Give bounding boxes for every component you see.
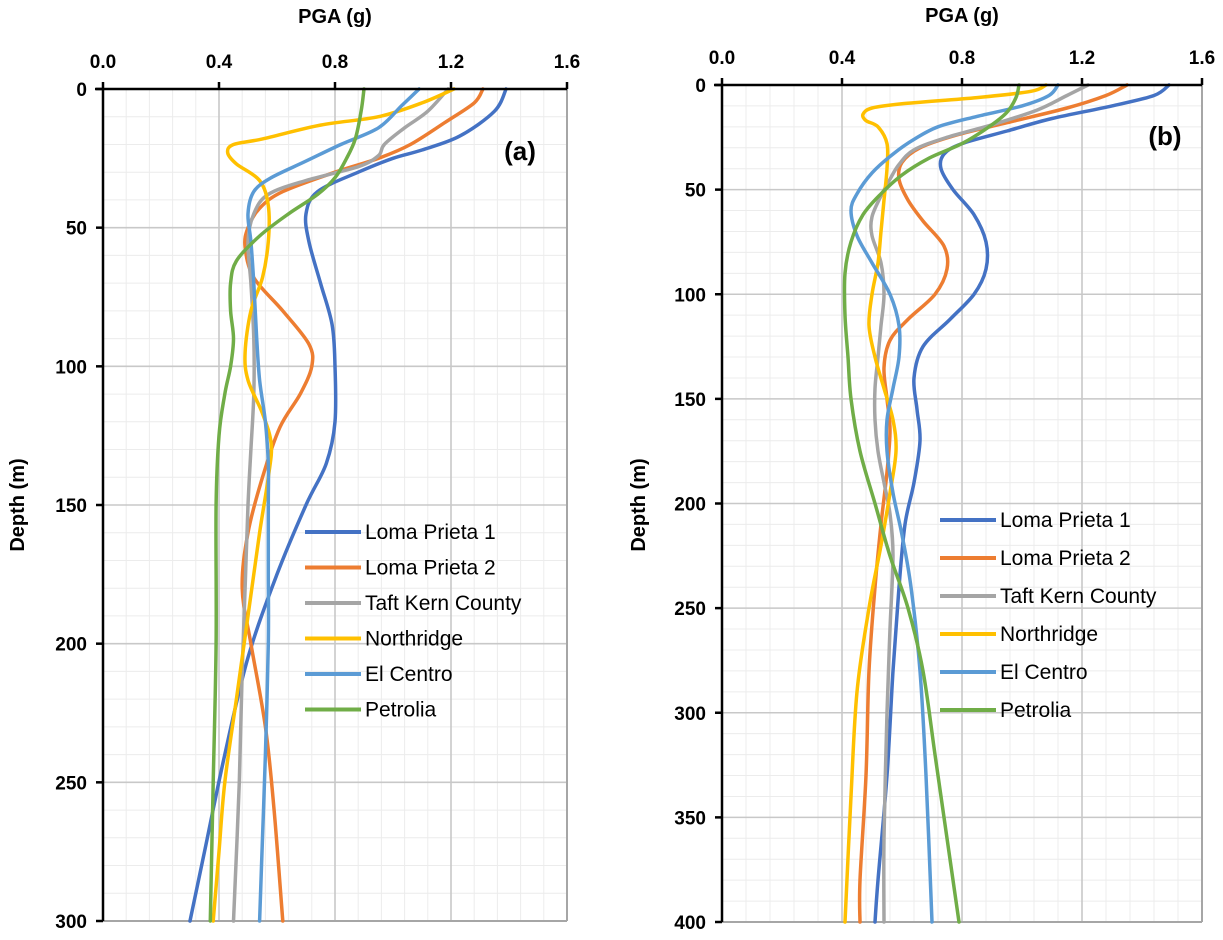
y-tick-label: 250 bbox=[674, 599, 706, 620]
legend-label: Loma Prieta 2 bbox=[1000, 547, 1131, 570]
series-group bbox=[842, 83, 1171, 924]
grid bbox=[103, 89, 568, 922]
x-tick-label: 0.0 bbox=[709, 48, 735, 69]
series-line-el-centro bbox=[849, 83, 1060, 924]
legend-item: Northridge bbox=[940, 623, 1098, 646]
x-tick-label: 1.2 bbox=[438, 52, 464, 73]
y-tick-label: 300 bbox=[674, 704, 706, 725]
x-tick-label: 0.4 bbox=[829, 48, 856, 69]
legend-label: Loma Prieta 2 bbox=[365, 557, 496, 580]
y-tick-label: 100 bbox=[674, 285, 706, 306]
legend-label: Taft Kern County bbox=[1000, 585, 1157, 608]
legend-label: Petrolia bbox=[365, 699, 437, 722]
series-line-loma-prieta-1 bbox=[188, 87, 508, 923]
legend-item: Taft Kern County bbox=[305, 592, 522, 615]
legend-label: Loma Prieta 1 bbox=[365, 521, 496, 544]
legend-label: El Centro bbox=[1000, 661, 1088, 684]
x-axis-title: PGA (g) bbox=[925, 5, 999, 27]
legend-label: Northridge bbox=[1000, 623, 1098, 646]
x-tick-label: 1.6 bbox=[554, 52, 580, 73]
legend-label: Northridge bbox=[365, 628, 463, 651]
y-tick-label: 400 bbox=[674, 913, 706, 934]
series-line-northridge bbox=[843, 83, 1048, 924]
y-tick-label: 250 bbox=[55, 773, 87, 794]
legend-item: Loma Prieta 1 bbox=[940, 509, 1131, 532]
y-tick-label: 0 bbox=[76, 80, 87, 101]
series-line-petrolia bbox=[208, 87, 366, 923]
y-tick-label: 150 bbox=[674, 390, 706, 411]
chart-panel-a: PGA (g) Depth (m) (a) 0.0 0.4 0.8 1.2 1.6 0 50… bbox=[7, 6, 580, 933]
legend-item: Petrolia bbox=[940, 699, 1072, 722]
axes: 0.0 0.4 0.8 1.2 1.6 0 50 100 150 200 250 300 350 400 bbox=[674, 48, 1215, 934]
grid bbox=[722, 85, 1203, 923]
legend-label: Taft Kern County bbox=[365, 592, 522, 615]
legend-item: Loma Prieta 1 bbox=[305, 521, 496, 544]
x-tick-label: 0.8 bbox=[322, 52, 348, 73]
y-tick-label: 0 bbox=[695, 76, 706, 97]
legend-item: Loma Prieta 2 bbox=[940, 547, 1131, 570]
y-axis-title: Depth (m) bbox=[7, 458, 29, 551]
y-tick-label: 200 bbox=[55, 635, 87, 656]
series-line-loma-prieta-1 bbox=[873, 83, 1171, 924]
y-tick-label: 150 bbox=[55, 496, 87, 517]
legend-item: Loma Prieta 2 bbox=[305, 557, 496, 580]
series-line-loma-prieta-2 bbox=[240, 87, 485, 923]
y-tick-label: 350 bbox=[674, 808, 706, 829]
chart-panel-b: PGA (g) Depth (m) (b) 0.0 0.4 0.8 1.2 1.6 0 50… bbox=[628, 5, 1215, 934]
series-line-el-centro bbox=[246, 87, 421, 923]
series-line-petrolia bbox=[842, 83, 1021, 924]
x-tick-label: 0.8 bbox=[949, 48, 975, 69]
x-tick-label: 0.0 bbox=[90, 52, 116, 73]
x-tick-label: 0.4 bbox=[206, 52, 233, 73]
legend: Loma Prieta 1 Loma Prieta 2 Taft Kern Coun… bbox=[305, 521, 522, 722]
x-tick-label: 1.6 bbox=[1189, 48, 1215, 69]
panel-label: (b) bbox=[1148, 121, 1181, 151]
legend-label: Loma Prieta 1 bbox=[1000, 509, 1131, 532]
legend-item: El Centro bbox=[305, 663, 453, 686]
legend-label: El Centro bbox=[365, 663, 453, 686]
series-group bbox=[188, 87, 508, 923]
axes: 0.0 0.4 0.8 1.2 1.6 0 50 100 150 200 250 300 bbox=[55, 52, 580, 933]
y-tick-label: 50 bbox=[66, 219, 87, 240]
legend-label: Petrolia bbox=[1000, 699, 1072, 722]
y-tick-label: 50 bbox=[685, 181, 706, 202]
legend-item: Petrolia bbox=[305, 699, 437, 722]
x-axis-title: PGA (g) bbox=[298, 6, 372, 28]
panel-label: (a) bbox=[504, 136, 536, 166]
x-tick-label: 1.2 bbox=[1069, 48, 1095, 69]
y-axis-title: Depth (m) bbox=[628, 458, 650, 551]
legend-item: Northridge bbox=[305, 628, 463, 651]
legend: Loma Prieta 1 Loma Prieta 2 Taft Kern Coun… bbox=[940, 509, 1157, 722]
legend-item: El Centro bbox=[940, 661, 1088, 684]
y-tick-label: 300 bbox=[55, 912, 87, 933]
y-tick-label: 100 bbox=[55, 357, 87, 378]
series-line-taft-kern-county bbox=[869, 83, 1090, 924]
legend-item: Taft Kern County bbox=[940, 585, 1157, 608]
y-tick-label: 200 bbox=[674, 495, 706, 516]
series-line-northridge bbox=[211, 87, 456, 923]
